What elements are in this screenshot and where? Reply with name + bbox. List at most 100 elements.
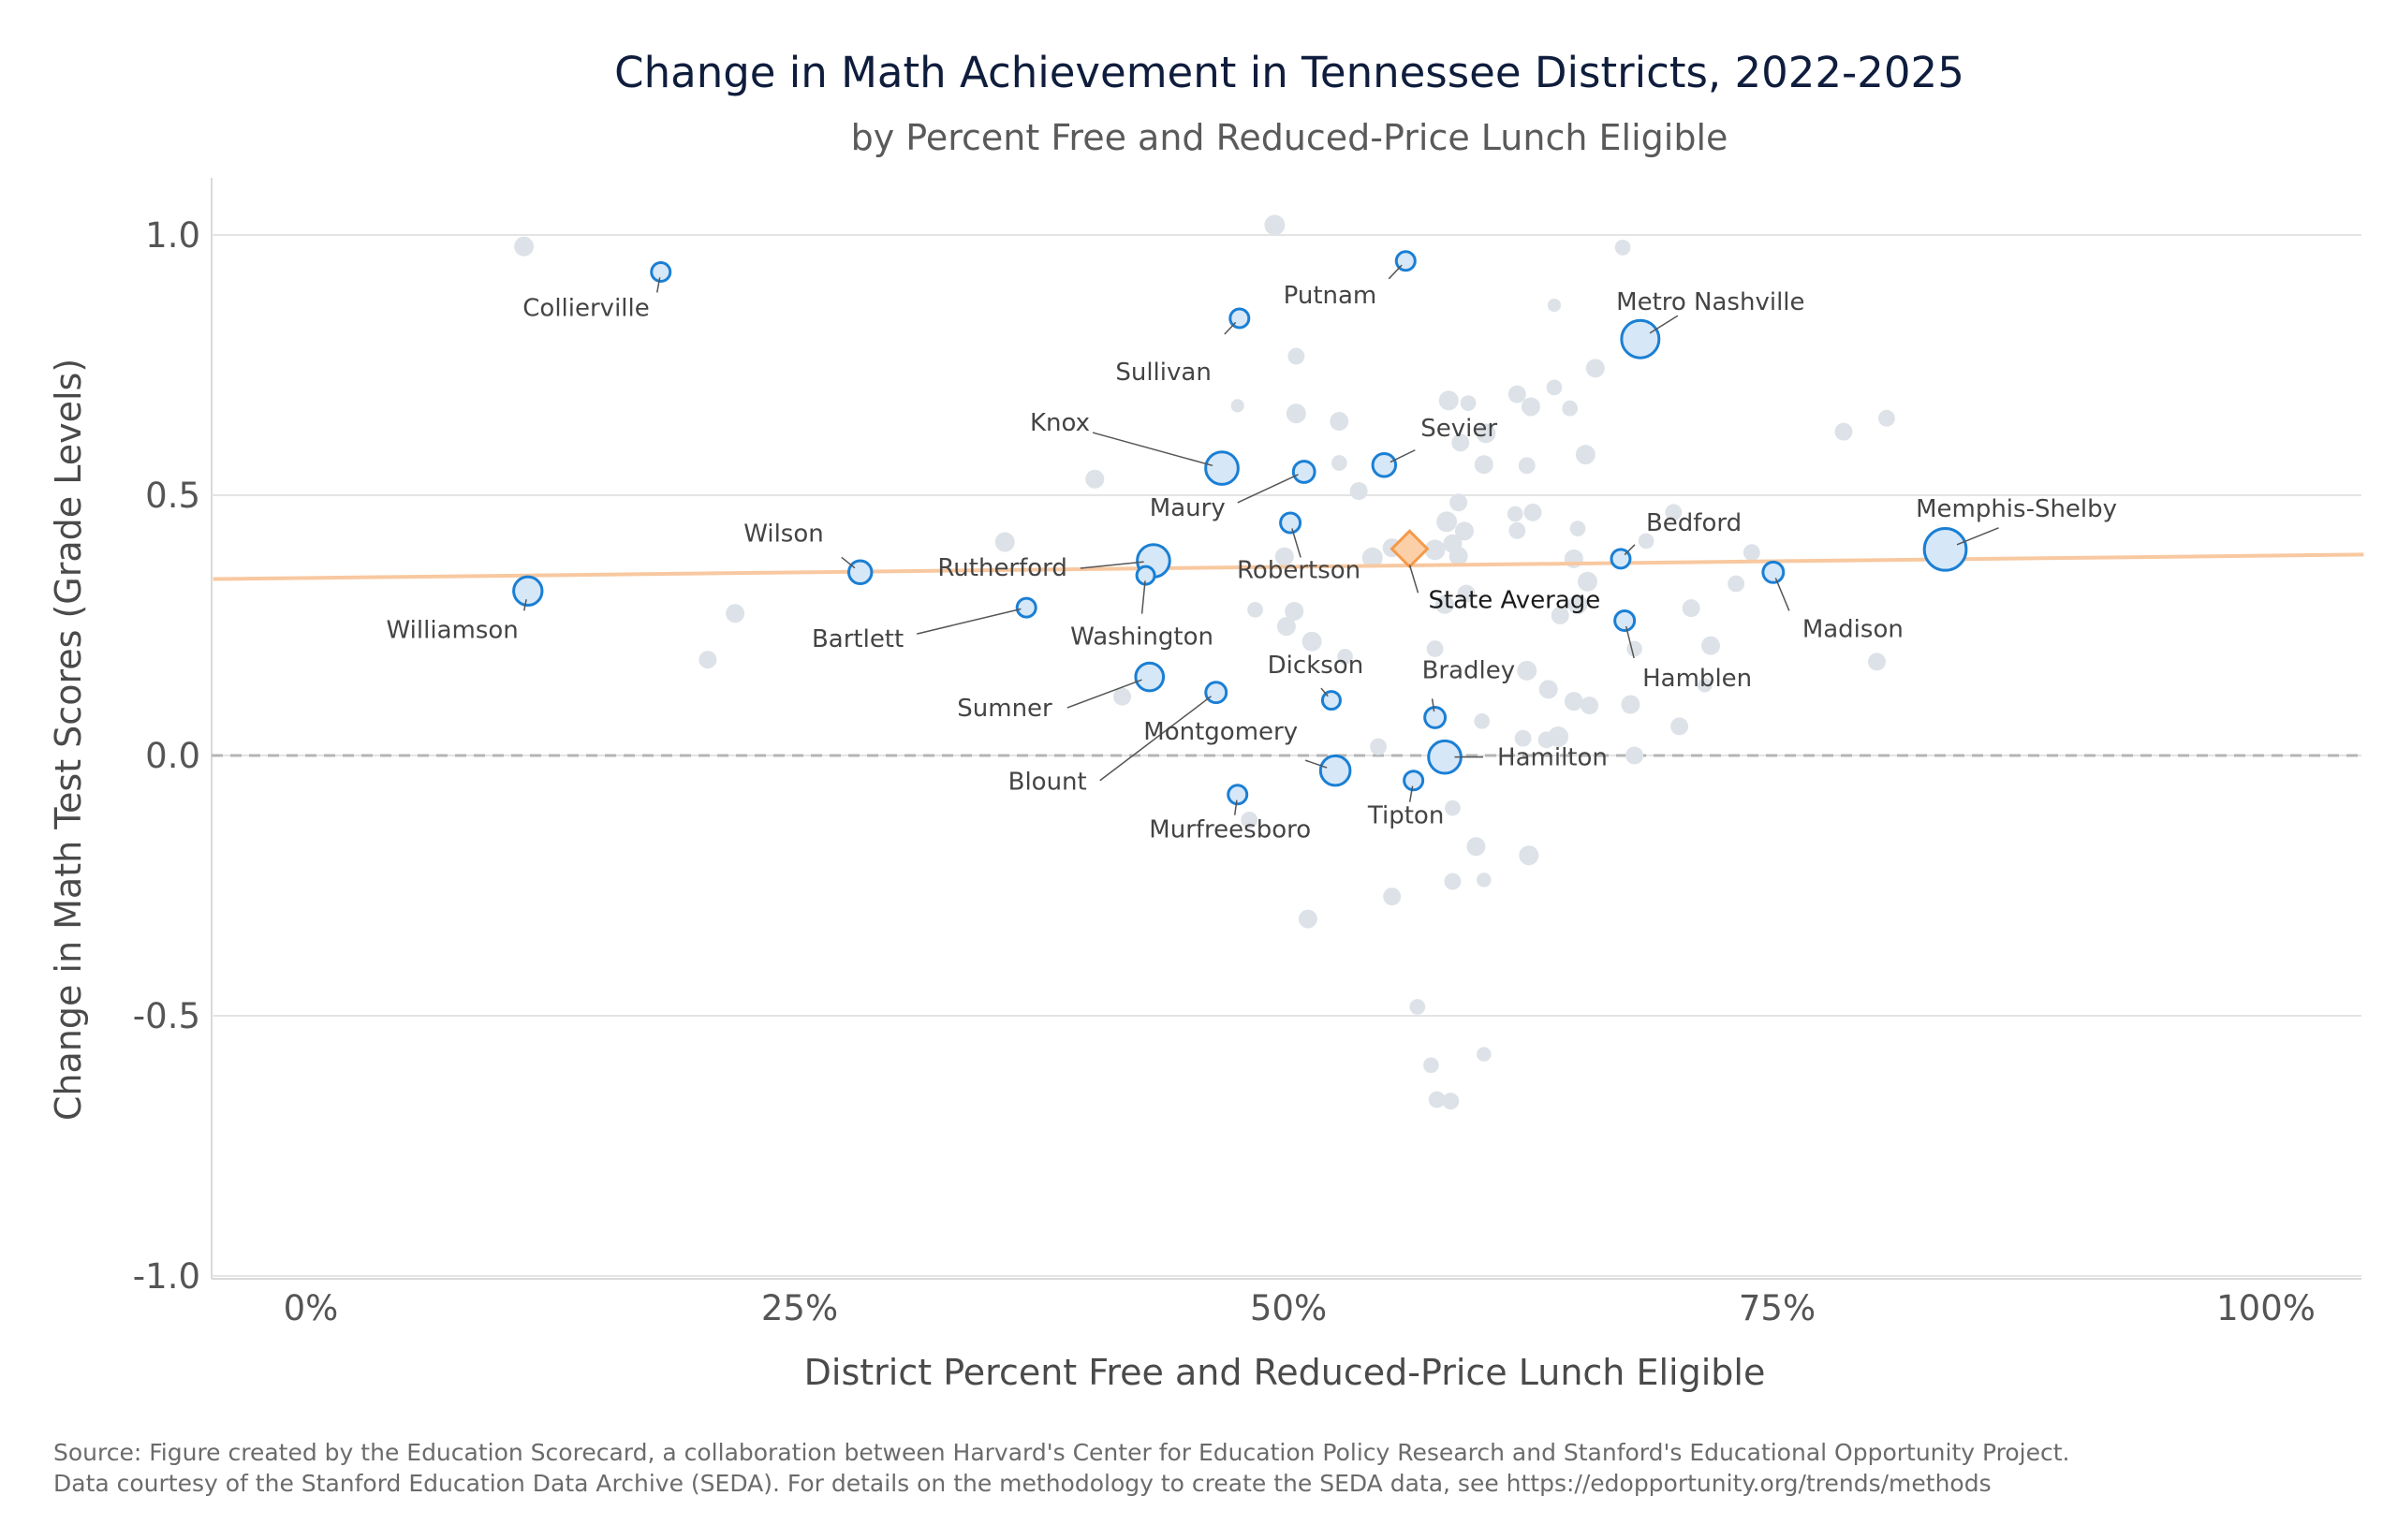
y-axis-title: Change in Math Test Scores (Grade Levels… [48,359,89,1121]
leader-line-rutherford [1080,561,1144,569]
district-point [1445,799,1461,816]
state-average-label: State Average [1428,586,1600,614]
district-point [1424,539,1446,561]
y-tick-label: 1.0 [145,215,200,256]
district-point [1287,347,1305,365]
district-point-maury [1291,460,1316,484]
leader-line-madison [1774,578,1790,611]
district-label-hamblen: Hamblen [1642,665,1752,693]
leader-line-montgomery [1304,759,1328,769]
district-point [1626,640,1642,657]
district-point [1276,617,1296,637]
district-point [1285,601,1304,621]
district-label-knox: Knox [1030,409,1090,437]
district-point-blount [1204,681,1228,705]
leader-line-putnam [1388,264,1403,280]
district-point [1518,457,1536,475]
district-point [1564,692,1583,711]
district-point-tipton [1403,770,1425,792]
leader-line-sumner [1066,679,1142,709]
district-point [1331,455,1347,471]
district-point [1361,547,1383,568]
district-point [1449,493,1468,512]
district-point [1507,506,1523,522]
district-point-wilson [846,559,874,586]
district-label-bedford: Bedford [1646,509,1742,537]
leader-line-sullivan [1224,321,1237,335]
leader-line-bradley [1431,698,1435,712]
district-point [1298,909,1317,929]
leader-line-murfreesboro [1233,799,1238,815]
district-point [1523,503,1542,521]
district-point [1474,455,1493,475]
district-point [1247,601,1263,618]
district-point [1551,606,1569,624]
district-point [1085,469,1105,489]
district-label-robertson: Robertson [1237,556,1360,584]
district-point [1743,544,1760,562]
plot-area: 1.0 0.5 0.0 -0.5 -1.0 0% 25% 50% 75% 100% Collierv… [133,178,2364,1328]
district-point [514,236,535,257]
district-point [1521,397,1540,417]
district-point-memphis-shelby [1922,526,1968,572]
district-label-putnam: Putnam [1284,282,1377,310]
district-point [1451,433,1470,452]
district-label-hamilton: Hamilton [1497,744,1608,772]
district-point [1697,678,1713,693]
district-point [1877,409,1895,427]
district-point-robertson [1279,511,1302,535]
y-tick-label: 0.0 [145,736,200,776]
district-point [1682,599,1700,618]
district-point [726,604,745,623]
district-point [1264,214,1286,236]
district-point [1113,687,1132,706]
district-label-rutherford: Rutherford [937,554,1067,582]
district-label-williamson: Williamson [387,616,519,644]
district-point [1436,511,1458,533]
district-point-williamson [512,575,544,607]
district-point [1241,811,1258,829]
district-point-knox [1204,450,1240,486]
leader-line-dickson [1320,687,1329,697]
district-point-montgomery [1318,754,1352,787]
district-label-tipton: Tipton [1367,802,1444,830]
district-point-hamblen [1613,609,1637,632]
district-point-bradley [1423,705,1448,729]
district-point [1834,422,1853,441]
district-point [1428,1091,1446,1108]
district-point [1538,680,1558,699]
district-point [1337,648,1353,665]
leader-line-robertson [1291,528,1301,558]
district-point [1301,631,1322,652]
district-point [1670,717,1689,736]
district-point [1665,504,1683,521]
district-point [1409,999,1426,1015]
leader-line-hamblen [1625,625,1635,659]
x-axis-title: District Percent Free and Reduced-Price … [804,1352,1766,1393]
chart-subtitle: by Percent Free and Reduced-Price Lunch … [851,117,1728,158]
district-point [1577,571,1597,592]
district-point [1442,1093,1460,1110]
district-point [1477,873,1492,887]
district-point [1585,359,1605,378]
district-point [1546,379,1563,396]
district-label-washington: Washington [1070,623,1213,652]
district-point [1701,636,1721,655]
district-point [1547,298,1562,313]
state-average-marker [1390,529,1430,569]
district-point [1230,399,1244,413]
leader-line-wilson [841,556,856,569]
district-label-maury: Maury [1150,494,1226,522]
district-point [1438,390,1459,411]
source-note-line-2: Data courtesy of the Stanford Education … [53,1470,1992,1497]
leader-line-state-average [1408,565,1419,594]
district-point-murfreesboro [1227,784,1249,806]
x-tick-label: 100% [2216,1288,2316,1328]
x-tick-label: 0% [284,1288,339,1328]
district-label-collierville: Collierville [522,294,649,322]
district-point [1614,239,1631,256]
leader-line-williamson [523,599,527,611]
leader-line-memphis-shelby [1956,527,1999,546]
district-label-sullivan: Sullivan [1115,359,1211,387]
district-point [1435,594,1455,614]
